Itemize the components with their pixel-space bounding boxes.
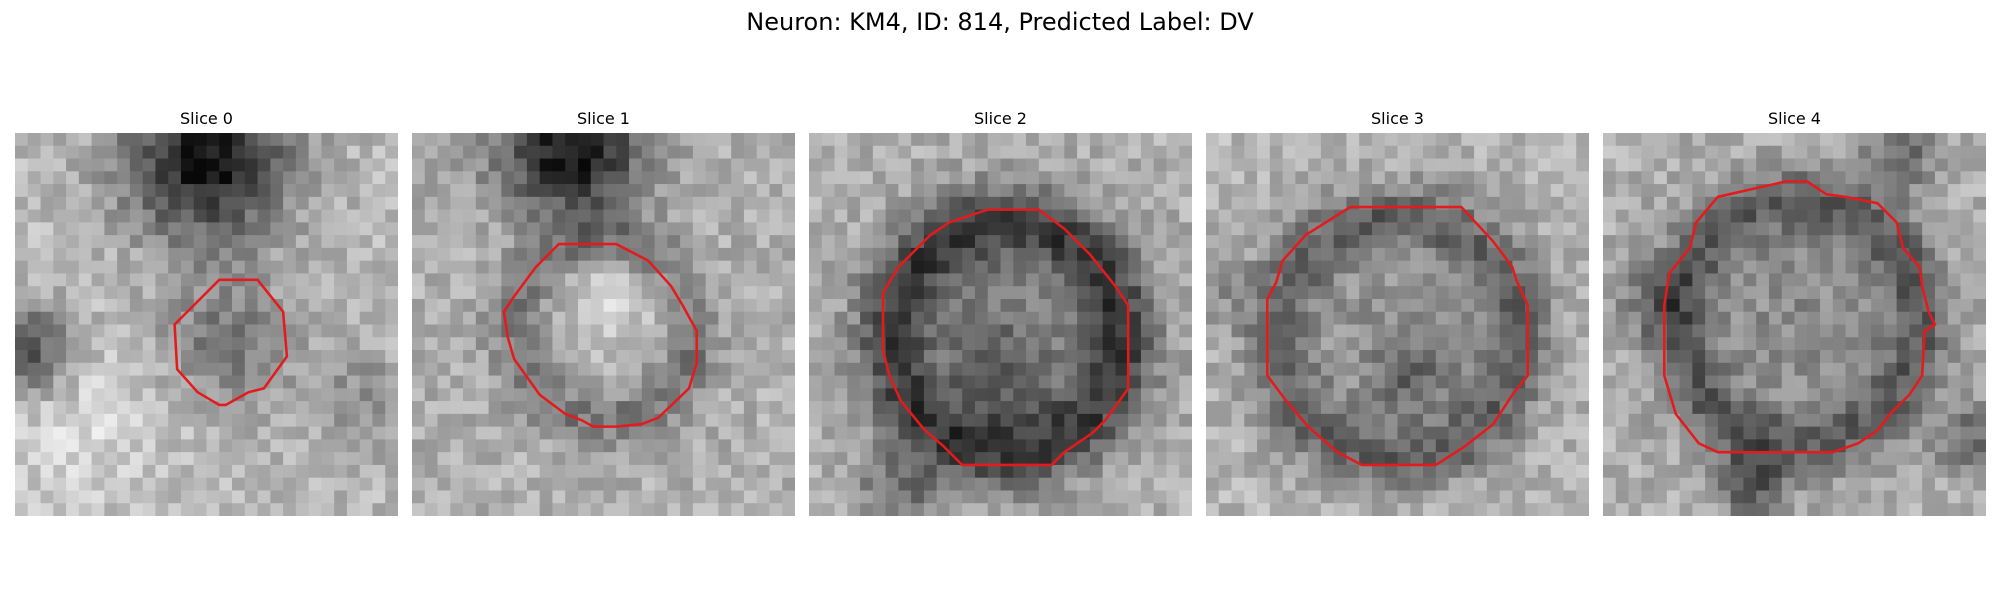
slice-svg-3 xyxy=(1206,133,1589,516)
slice-panel-0: Slice 0 xyxy=(15,110,398,516)
microscopy-pixels-3 xyxy=(1206,133,1589,516)
microscopy-pixels-0 xyxy=(15,133,398,516)
slice-image-4 xyxy=(1603,133,1986,516)
microscopy-pixels-1 xyxy=(412,133,795,516)
segmentation-outline-1 xyxy=(502,242,698,428)
slice-title-0: Slice 0 xyxy=(180,109,233,128)
microscopy-pixels-4 xyxy=(1603,133,1986,516)
slice-image-1 xyxy=(412,133,795,516)
microscopy-pixels-2 xyxy=(809,133,1192,516)
segmentation-outline-4 xyxy=(1663,180,1937,454)
slice-image-0 xyxy=(15,133,398,516)
slice-panel-3: Slice 3 xyxy=(1206,110,1589,516)
segmentation-outline-3 xyxy=(1266,205,1529,467)
slice-panel-4: Slice 4 xyxy=(1603,110,1986,516)
slice-title-2: Slice 2 xyxy=(974,109,1027,128)
slice-image-2 xyxy=(809,133,1192,516)
slice-title-1: Slice 1 xyxy=(577,109,630,128)
segmentation-outline-2 xyxy=(881,208,1130,467)
slice-svg-2 xyxy=(809,133,1192,516)
slice-image-3 xyxy=(1206,133,1589,516)
slice-title-3: Slice 3 xyxy=(1371,109,1424,128)
slice-title-4: Slice 4 xyxy=(1768,109,1821,128)
slice-svg-0 xyxy=(15,133,398,516)
slice-svg-1 xyxy=(412,133,795,516)
slice-svg-4 xyxy=(1603,133,1986,516)
figure-title: Neuron: KM4, ID: 814, Predicted Label: D… xyxy=(746,8,1254,36)
segmentation-outline-0 xyxy=(173,278,289,407)
slice-panel-2: Slice 2 xyxy=(809,110,1192,516)
slice-panel-1: Slice 1 xyxy=(412,110,795,516)
